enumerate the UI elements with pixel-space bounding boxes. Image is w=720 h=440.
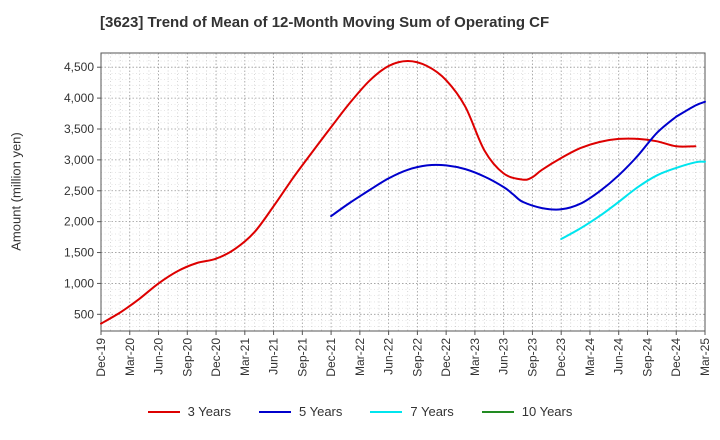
legend-swatch-5-years <box>259 410 291 413</box>
series-line-5-years <box>330 115 678 218</box>
legend-item-7-years: 7 Years <box>370 404 454 419</box>
x-tick-label: Mar-25 <box>698 338 712 376</box>
y-tick-label: 4,500 <box>64 60 94 74</box>
x-tick-label: Sep-23 <box>525 338 539 377</box>
legend-label-3-years: 3 Years <box>187 404 231 419</box>
plot-area <box>101 53 705 331</box>
legend-item-5-years: 5 Years <box>259 404 342 419</box>
y-tick-label: 4,000 <box>64 91 94 105</box>
plot-frame <box>100 52 706 332</box>
x-tick-label: Sep-24 <box>640 338 654 377</box>
x-tick-label: Sep-20 <box>180 338 194 377</box>
series-line-5-years <box>675 100 706 118</box>
x-tick-label: Dec-19 <box>94 338 108 377</box>
y-tick-label: 3,500 <box>64 122 94 136</box>
x-tick-label: Jun-21 <box>267 338 281 375</box>
y-tick-label: 1,000 <box>64 276 94 290</box>
legend-swatch-10-years <box>481 410 514 413</box>
series-line-3-years <box>100 60 697 325</box>
line-chart: Dec-19 Mar-20 Jun-20 Sep-20 Dec-20 Mar-21 Jun-… <box>64 52 712 377</box>
x-tick-label: Mar-21 <box>238 338 252 376</box>
x-tick-label: Jun-23 <box>497 338 511 375</box>
legend-swatch-7-years <box>370 410 403 413</box>
x-tick-label: Dec-22 <box>439 338 453 377</box>
y-tick-label: 3,000 <box>64 153 94 167</box>
legend-swatch-3-years <box>147 410 180 413</box>
series-line-7-years <box>560 160 706 240</box>
x-tick-label: Mar-20 <box>123 338 137 376</box>
x-tick-label: Mar-22 <box>353 338 367 376</box>
x-tick-label: Sep-21 <box>295 338 309 377</box>
y-tick-label: 1,500 <box>64 246 94 260</box>
y-tick-label: 2,000 <box>64 215 94 229</box>
x-tick-label: Jun-24 <box>612 338 626 375</box>
legend-item-3-years: 3 Years <box>147 404 231 419</box>
legend-item-10-years: 10 Years <box>481 404 573 419</box>
x-tick-label: Dec-21 <box>324 338 338 377</box>
legend-label-10-years: 10 Years <box>521 404 573 419</box>
legend-label-5-years: 5 Years <box>299 404 343 419</box>
chart-title: [3623] Trend of Mean of 12-Month Moving … <box>100 14 550 31</box>
x-tick-label: Dec-23 <box>554 338 568 377</box>
x-tick-label: Dec-24 <box>669 338 683 377</box>
x-tick-label: Mar-24 <box>583 338 597 376</box>
y-tick-label: 500 <box>74 307 94 321</box>
x-tick-label: Mar-23 <box>468 338 482 376</box>
y-tick-label: 2,500 <box>64 184 94 198</box>
x-tick-label: Jun-20 <box>152 338 166 375</box>
x-tick-label: Sep-22 <box>410 338 424 377</box>
x-tick-label: Dec-20 <box>209 338 223 377</box>
legend-label-7-years: 7 Years <box>410 404 454 419</box>
x-tick-label: Jun-22 <box>382 338 396 375</box>
legend: 3 Years 5 Years 7 Years 10 Years <box>0 404 720 419</box>
